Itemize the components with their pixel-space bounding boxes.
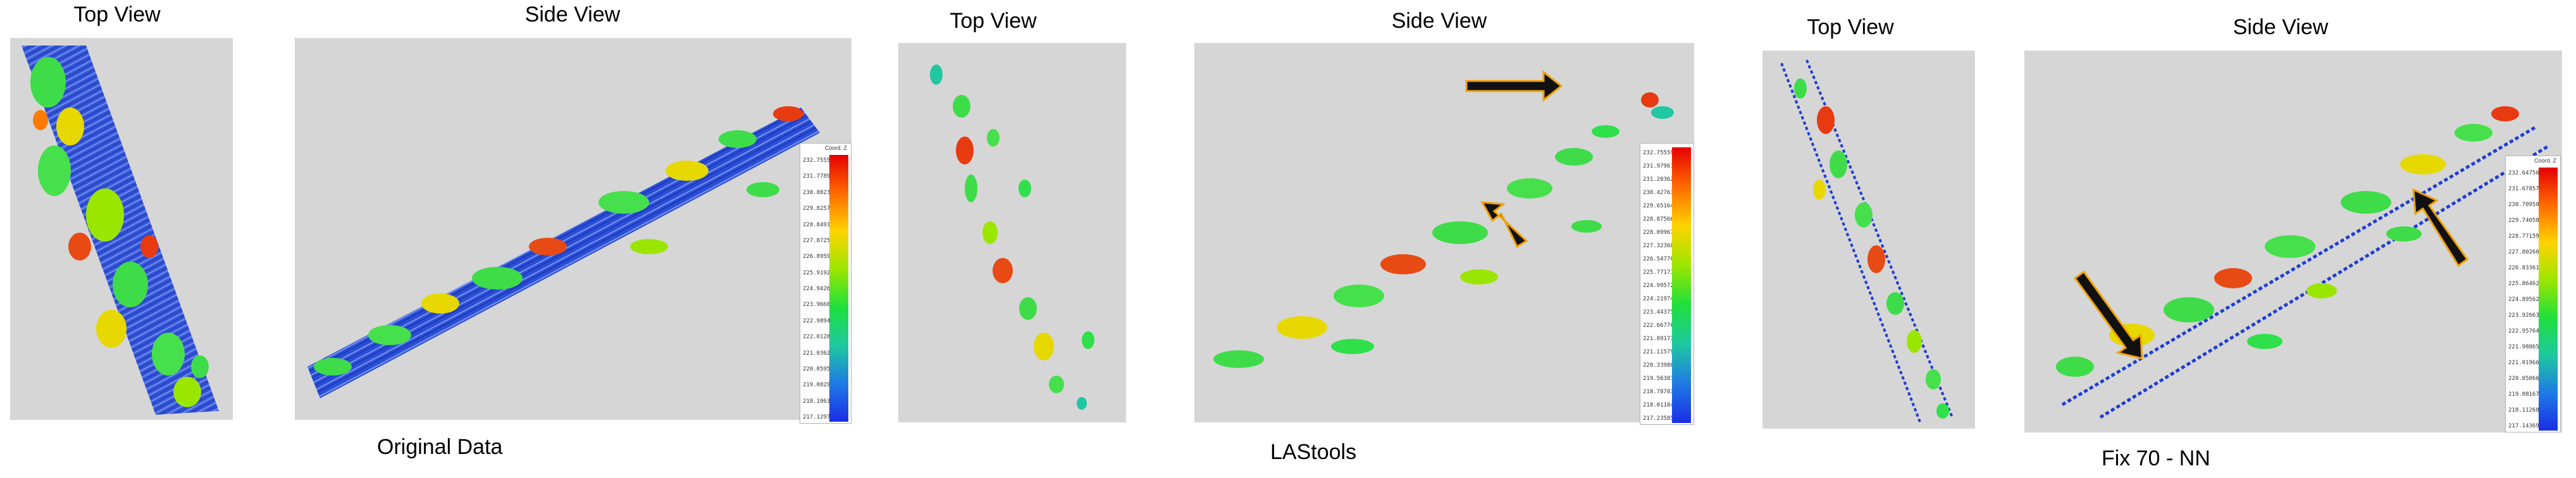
group1-top-view-label: Top View (63, 3, 171, 27)
group2-top-view-panel (898, 43, 1126, 422)
group1-side-vegetation (314, 106, 803, 376)
group3-side-view-pointcloud (2024, 51, 2562, 432)
group3-top-vegetation (1794, 78, 1949, 419)
colorbar-title: Coord. Z (2534, 157, 2556, 164)
black-arrow-icon (1466, 72, 1561, 100)
group3-top-view-label: Top View (1797, 15, 1904, 40)
group3-top-view-panel (1762, 51, 1975, 429)
black-arrow-icon (1482, 202, 1526, 247)
group2-top-view-pointcloud (898, 43, 1126, 422)
group1-side-view-label: Side View (519, 3, 626, 27)
group1-side-view-panel (295, 38, 851, 420)
group2-side-view-label: Side View (1385, 9, 1493, 34)
group3-caption: Fix 70 - NN (2102, 446, 2210, 471)
group2-caption: LAStools (1270, 440, 1356, 465)
group2-side-view-pointcloud (1194, 43, 1694, 422)
group2-top-vegetation (930, 64, 1094, 410)
group2-side-view-panel (1194, 43, 1694, 422)
colorbar-gradient (829, 155, 848, 422)
colorbar-gradient (2539, 168, 2558, 431)
group1-caption: Original Data (377, 435, 502, 460)
black-arrow-icon (2075, 272, 2142, 358)
colorbar-title: Coord. Z (825, 145, 847, 151)
colorbar-gradient (1672, 147, 1691, 423)
group2-top-view-label: Top View (939, 9, 1047, 34)
group3-side-view-label: Side View (2227, 15, 2334, 40)
group1-top-view-panel (10, 38, 233, 420)
group1-top-view-pointcloud (10, 38, 233, 420)
group3-colorbar: Coord. Z 232.647564 231.678572 230.70958… (2505, 156, 2561, 432)
group3-side-view-panel (2024, 51, 2562, 432)
group2-side-vegetation (1213, 92, 1674, 368)
group3-top-view-pointcloud (1762, 51, 1975, 429)
group2-colorbar: 232.755597 231.979610 231.203623 230.427… (1640, 143, 1694, 425)
group1-side-view-pointcloud (295, 38, 851, 420)
group1-colorbar: Coord. Z 232.755597 231.778981 230.80236… (800, 143, 851, 424)
